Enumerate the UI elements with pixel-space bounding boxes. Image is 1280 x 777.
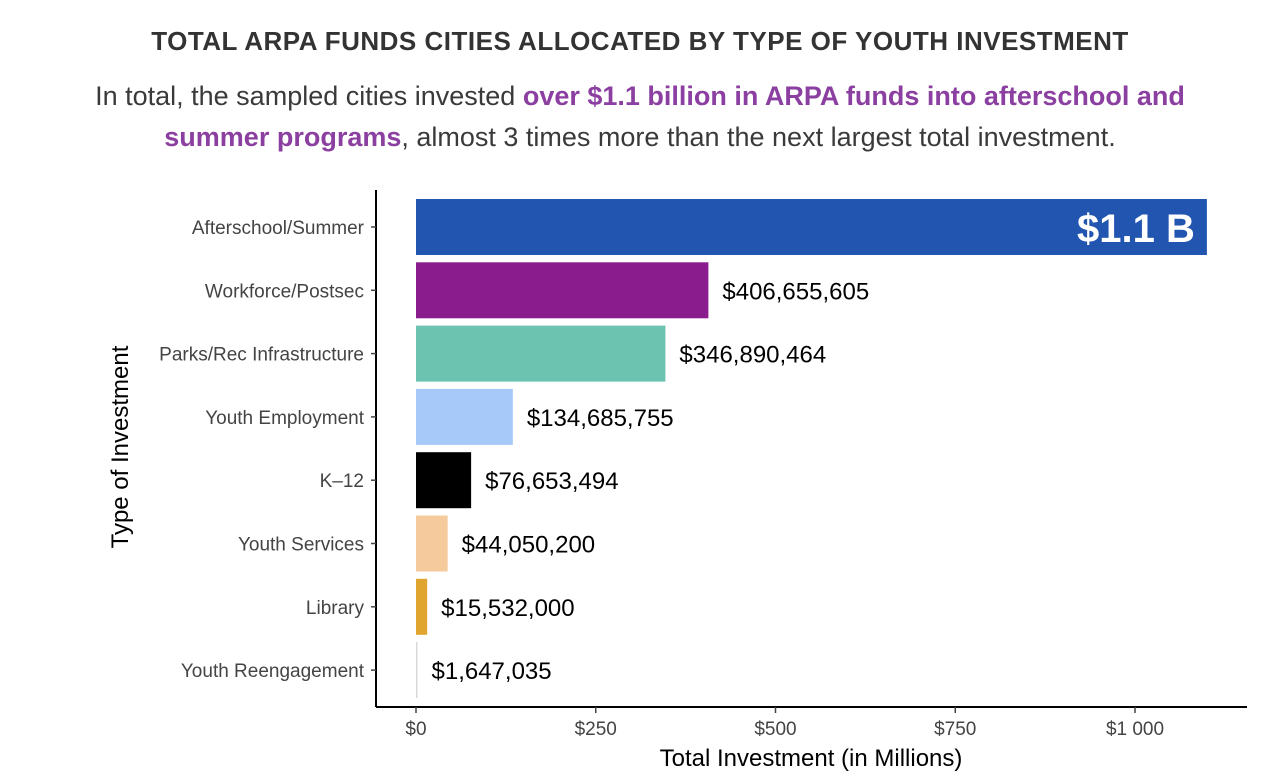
data-label-k-12: $76,653,494: [485, 468, 618, 495]
subtitle-text-start: In total, the sampled cities invested: [95, 81, 523, 111]
data-label-afterschool-summer: $1.1 B: [1077, 207, 1195, 251]
y-tick-label-youth-services: Youth Services: [238, 535, 364, 556]
bar-k-12: [416, 452, 472, 509]
bars-group: [416, 199, 1207, 699]
bar-youth-employment: [416, 388, 513, 445]
bar-workforce-postsec: [416, 262, 709, 319]
data-label-library: $15,532,000: [441, 595, 574, 622]
data-label-parks-rec-infrastructure: $346,890,464: [679, 342, 826, 369]
y-tick-label-library: Library: [306, 598, 365, 619]
subtitle-highlight: over $1.1 billion in ARPA funds into aft…: [164, 81, 1185, 152]
y-tick-label-afterschool-summer: Afterschool/Summer: [192, 218, 365, 239]
chart-title: TOTAL ARPA FUNDS CITIES ALLOCATED BY TYP…: [151, 26, 1129, 56]
y-tick-label-workforce-postsec: Workforce/Postsec: [205, 281, 364, 302]
x-axis: $0 $250 $500 $750 $1 000: [376, 706, 1247, 740]
y-tick-label-parks-rec-infrastructure: Parks/Rec Infrastructure: [159, 345, 364, 366]
y-axis-title: Type of Investment: [107, 345, 134, 548]
data-label-youth-reengagement: $1,647,035: [432, 658, 552, 685]
bar-youth-reengagement: [416, 642, 418, 699]
subtitle-text-end: , almost 3 times more than the next larg…: [401, 122, 1116, 152]
y-tick-label-youth-reengagement: Youth Reengagement: [181, 661, 365, 682]
x-axis-title: Total Investment (in Millions): [660, 745, 963, 772]
bar-youth-services: [416, 515, 448, 572]
chart-subtitle: In total, the sampled cities invested ov…: [40, 76, 1240, 158]
y-tick-label-k-12: K–12: [320, 471, 364, 492]
data-label-youth-employment: $134,685,755: [527, 405, 674, 432]
bar-library: [416, 578, 428, 635]
data-label-youth-services: $44,050,200: [462, 532, 595, 559]
y-axis: Afterschool/Summer Workforce/Postsec Parks…: [159, 190, 377, 707]
x-tick-label-750: $750: [934, 719, 976, 740]
y-tick-label-youth-employment: Youth Employment: [205, 408, 365, 429]
x-tick-label-0: $0: [405, 719, 426, 740]
data-label-workforce-postsec: $406,655,605: [722, 278, 869, 305]
x-tick-label-500: $500: [754, 719, 796, 740]
bar-parks-rec-infrastructure: [416, 325, 666, 382]
bar-afterschool-summer: [416, 199, 1207, 255]
x-tick-label-250: $250: [575, 719, 617, 740]
data-labels-group: $1.1 B $406,655,605 $346,890,464 $134,685,7…: [432, 207, 1195, 685]
x-tick-label-1000: $1 000: [1106, 719, 1164, 740]
